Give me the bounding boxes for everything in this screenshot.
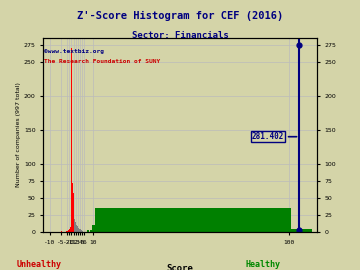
Bar bbox=[74, 204, 75, 232]
Bar bbox=[78, 228, 79, 232]
Bar bbox=[66, 231, 67, 232]
Bar bbox=[75, 222, 76, 232]
X-axis label: Score: Score bbox=[167, 264, 193, 270]
Text: ©www.textbiz.org: ©www.textbiz.org bbox=[44, 49, 104, 54]
Bar bbox=[63, 231, 64, 232]
Bar bbox=[73, 200, 74, 232]
Bar bbox=[68, 230, 69, 232]
Bar bbox=[95, 208, 291, 232]
Bar bbox=[57, 231, 58, 232]
Bar bbox=[65, 231, 66, 232]
Bar bbox=[60, 231, 62, 232]
Bar bbox=[72, 183, 73, 232]
Bar bbox=[85, 231, 86, 232]
Bar bbox=[67, 231, 68, 232]
Bar bbox=[69, 230, 70, 232]
Text: Unhealthy: Unhealthy bbox=[17, 260, 62, 269]
Bar bbox=[81, 230, 82, 232]
Y-axis label: Number of companies (997 total): Number of companies (997 total) bbox=[16, 83, 21, 187]
Bar bbox=[80, 230, 81, 232]
Bar bbox=[83, 231, 84, 232]
Bar bbox=[71, 48, 72, 232]
Bar bbox=[82, 231, 83, 232]
Text: Z'-Score Histogram for CEF (2016): Z'-Score Histogram for CEF (2016) bbox=[77, 11, 283, 21]
Bar bbox=[79, 229, 80, 232]
Text: The Research Foundation of SUNY: The Research Foundation of SUNY bbox=[44, 59, 161, 64]
Bar bbox=[70, 227, 71, 232]
Bar bbox=[45, 231, 46, 232]
Bar bbox=[77, 227, 78, 232]
Bar bbox=[87, 230, 89, 232]
Text: Healthy: Healthy bbox=[245, 260, 280, 269]
Text: 281.402: 281.402 bbox=[252, 132, 297, 141]
Bar bbox=[64, 231, 65, 232]
Bar bbox=[90, 230, 92, 232]
Bar bbox=[76, 225, 77, 232]
Bar bbox=[291, 229, 312, 232]
Bar bbox=[84, 231, 85, 232]
Bar bbox=[86, 231, 87, 232]
Text: Sector: Financials: Sector: Financials bbox=[132, 31, 228, 40]
Bar bbox=[92, 225, 95, 232]
Bar bbox=[49, 231, 50, 232]
Bar bbox=[59, 231, 60, 232]
